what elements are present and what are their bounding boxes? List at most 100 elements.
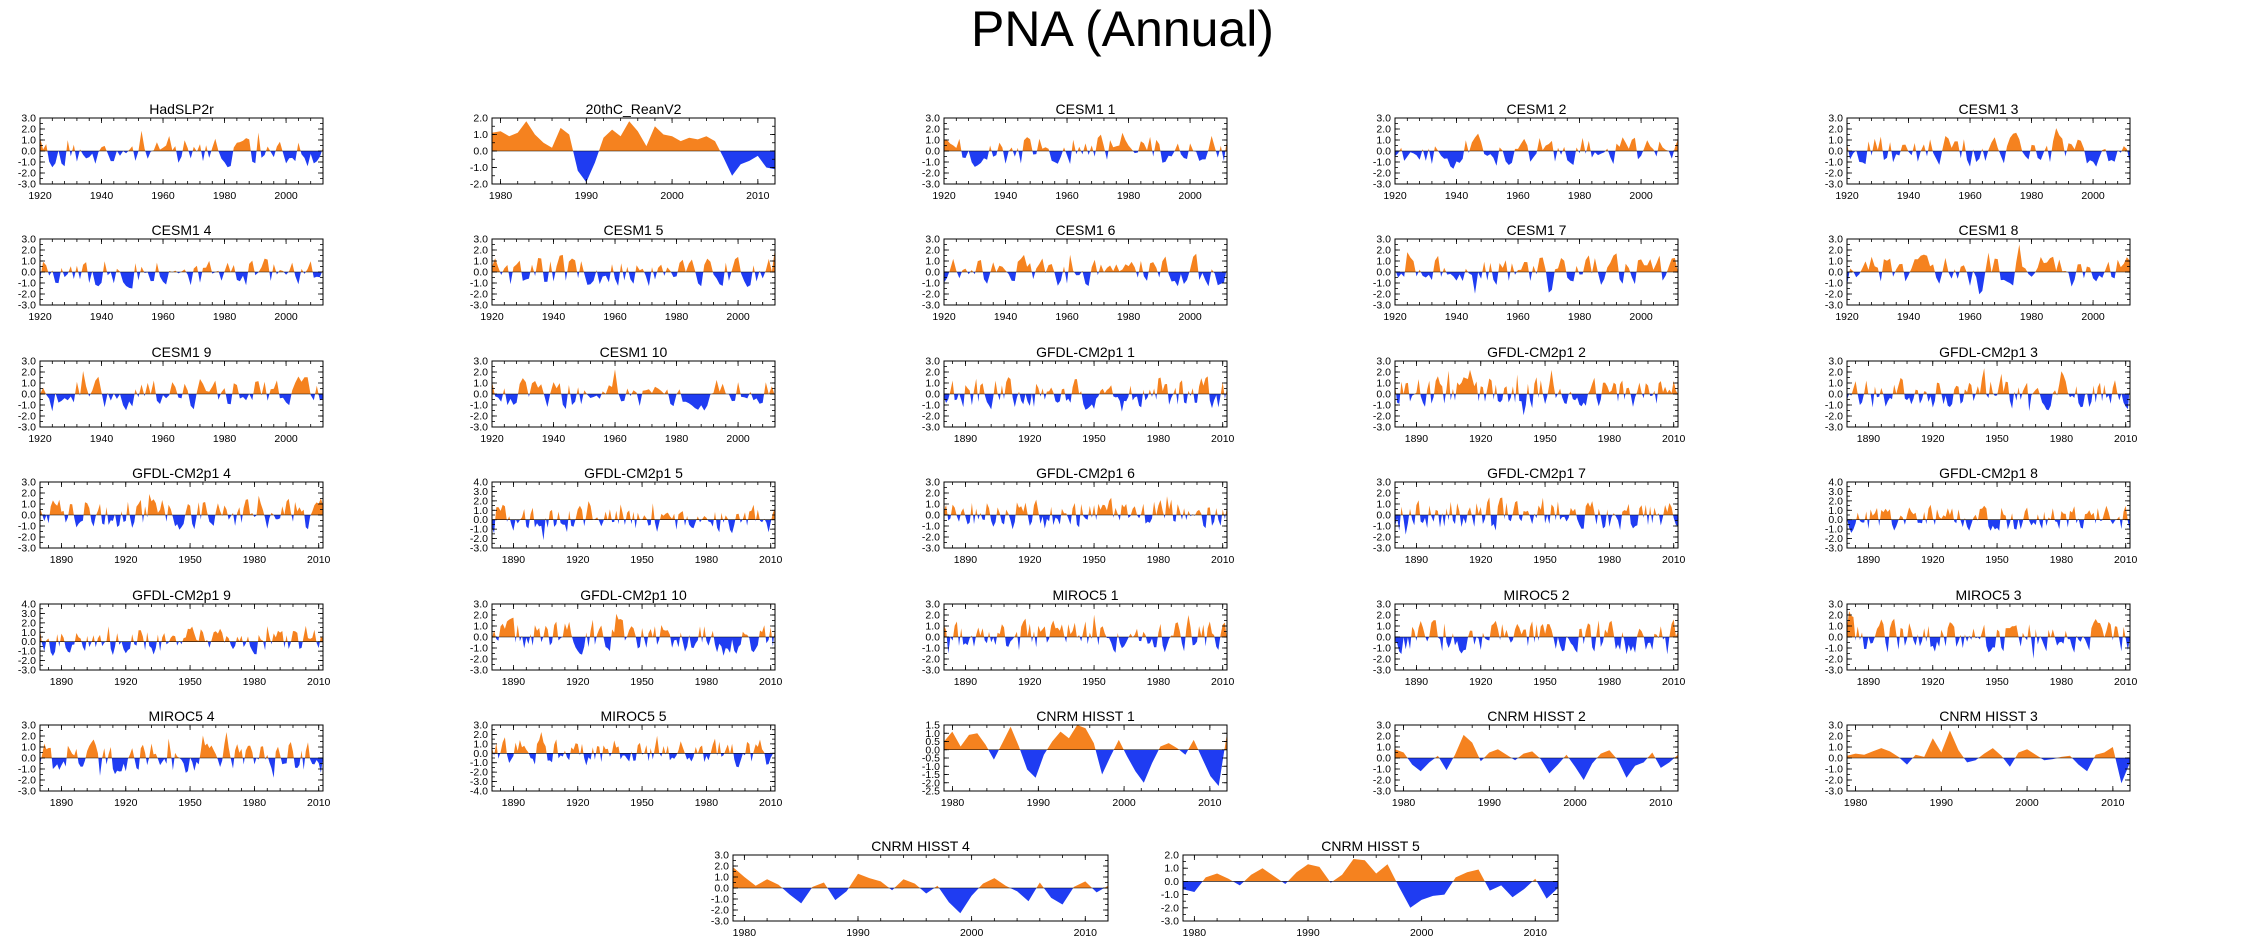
y-tick-label: -3.0 [18, 179, 36, 191]
y-tick-label: 2.0 [1828, 124, 1843, 136]
y-tick-label: 0.0 [1828, 267, 1843, 279]
x-tick-label: 1950 [1985, 676, 2009, 688]
y-tick-label: 0.0 [1376, 510, 1391, 522]
x-tick-label: 1940 [1445, 311, 1469, 323]
y-tick-label: -0.5 [922, 753, 940, 765]
negative-area [1847, 394, 2130, 412]
y-tick-label: 0.0 [1376, 632, 1391, 644]
panel-title: CESM1 2 [1507, 101, 1567, 117]
y-tick-label: 3.0 [473, 599, 488, 611]
x-tick-label: 1920 [28, 311, 52, 323]
x-tick-label: 2010 [1211, 433, 1235, 445]
y-tick-label: -2.5 [922, 786, 940, 798]
y-tick-label: 3.0 [21, 608, 36, 620]
panel-8: -3.0-2.0-1.00.01.02.03.0 1920 1940 1960 1980… [1373, 222, 1679, 323]
x-tick-label: 1980 [1117, 311, 1141, 323]
positive-area [492, 501, 775, 520]
y-tick-label: 3.0 [473, 720, 488, 732]
x-tick-label: 1980 [665, 433, 689, 445]
y-tick-label: 0.0 [21, 267, 36, 279]
y-tick-label: 0.5 [925, 736, 940, 748]
positive-area [40, 625, 323, 642]
y-tick-label: 3.0 [1828, 486, 1843, 498]
y-tick-label: -3.0 [922, 422, 940, 434]
y-tick-label: 2.0 [21, 731, 36, 743]
y-tick-label: -1.0 [470, 162, 488, 174]
x-tick-label: 1890 [50, 554, 74, 566]
x-tick-label: 2010 [307, 676, 331, 688]
x-tick-label: 1990 [1296, 927, 1320, 939]
x-tick-label: 1960 [151, 311, 175, 323]
panel-title: MIROC5 4 [148, 708, 214, 724]
y-tick-label: 3.0 [473, 356, 488, 368]
x-tick-label: 1920 [1018, 554, 1042, 566]
y-tick-label: -1.0 [1825, 400, 1843, 412]
y-tick-label: 3.0 [1376, 356, 1391, 368]
positive-area [40, 371, 323, 394]
x-tick-label: 1950 [178, 676, 202, 688]
x-tick-label: 1920 [1921, 554, 1945, 566]
y-tick-label: 3.0 [1376, 477, 1391, 489]
y-tick-label: 1.0 [714, 872, 729, 884]
y-tick-label: 1.0 [1828, 621, 1843, 633]
x-tick-label: 1920 [1018, 433, 1042, 445]
x-tick-label: 1950 [630, 797, 654, 809]
y-tick-label: -3.0 [18, 665, 36, 677]
y-tick-label: 2.0 [473, 495, 488, 507]
y-tick-label: 1.0 [21, 627, 36, 639]
y-tick-label: 1.0 [925, 728, 940, 740]
x-tick-label: 1990 [575, 190, 599, 202]
panel-title: CESM1 7 [1507, 222, 1567, 238]
panel-22: -3.0-2.0-1.00.01.02.03.0 1890 1920 1950 1980… [922, 587, 1235, 688]
x-tick-label: 1950 [1985, 554, 2009, 566]
negative-area [492, 753, 775, 768]
x-tick-label: 1950 [1082, 676, 1106, 688]
negative-area [944, 394, 1227, 412]
y-tick-label: -2.0 [470, 654, 488, 666]
panel-31: -3.0 -2.0-1.00.01.02.0 1980 1990 2000 2010 CNR… [1161, 838, 1559, 939]
y-tick-label: -1.0 [470, 400, 488, 412]
y-tick-label: 2.0 [1164, 850, 1179, 862]
y-tick-label: -1.0 [1373, 764, 1391, 776]
x-tick-label: 1950 [1082, 433, 1106, 445]
y-tick-label: 0.0 [473, 146, 488, 158]
panel-title: GFDL-CM2p1 6 [1036, 465, 1135, 481]
y-tick-label: -3.0 [1825, 786, 1843, 798]
y-tick-label: 3.0 [925, 477, 940, 489]
x-tick-label: 1940 [542, 311, 566, 323]
y-tick-label: -2.0 [1825, 533, 1843, 545]
y-tick-label: -2.0 [1373, 289, 1391, 301]
y-tick-label: 3.0 [1828, 234, 1843, 246]
x-tick-label: 1920 [1018, 676, 1042, 688]
x-tick-label: 1920 [1835, 311, 1859, 323]
x-tick-label: 2010 [759, 676, 783, 688]
negative-area [492, 151, 775, 183]
y-tick-label: -1.0 [1373, 521, 1391, 533]
negative-area [944, 515, 1227, 530]
y-tick-label: 1.0 [1376, 256, 1391, 268]
y-tick-label: -2.0 [470, 289, 488, 301]
x-tick-label: 1980 [213, 311, 237, 323]
x-tick-label: 2000 [274, 433, 298, 445]
panel-30: -3.0-2.0-1.00.01.02.03.0 1980 1990 2000 2010… [711, 838, 1109, 939]
panel-title: MIROC5 2 [1503, 587, 1569, 603]
y-tick-label: -1.0 [470, 524, 488, 536]
x-tick-label: 1980 [213, 190, 237, 202]
y-tick-label: 0.0 [21, 389, 36, 401]
y-tick-label: 0.0 [714, 883, 729, 895]
x-tick-label: 2000 [726, 433, 750, 445]
x-tick-label: 1960 [151, 433, 175, 445]
y-tick-label: 2.0 [1828, 245, 1843, 257]
y-tick-label: 1.0 [473, 256, 488, 268]
y-tick-label: -1.0 [1373, 643, 1391, 655]
negative-area [1395, 151, 1678, 169]
x-tick-label: 1890 [1857, 676, 1881, 688]
y-tick-label: 2.0 [21, 617, 36, 629]
positive-area [1395, 619, 1678, 637]
y-tick-label: -3.0 [1825, 665, 1843, 677]
panel-title: GFDL-CM2p1 4 [132, 465, 231, 481]
y-tick-label: -2.0 [18, 532, 36, 544]
y-tick-label: -1.0 [922, 521, 940, 533]
panel-title: GFDL-CM2p1 3 [1939, 344, 2038, 360]
y-tick-label: 1.0 [1828, 256, 1843, 268]
